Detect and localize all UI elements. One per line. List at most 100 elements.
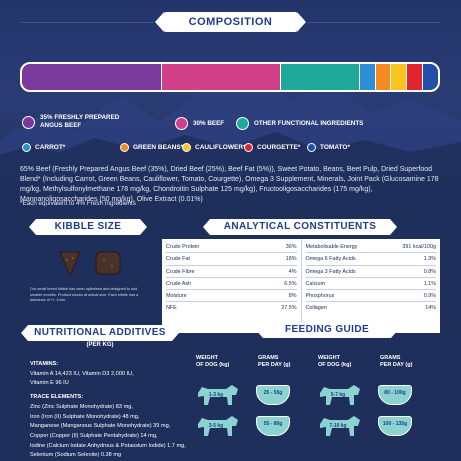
analytical-value: 36% — [285, 244, 297, 250]
dog-silhouette-icon — [198, 416, 238, 436]
analytical-row: Omega 3 Fatty Acids 0.8% — [305, 266, 436, 278]
analytical-name: Omega 3 Fatty Acids — [305, 268, 356, 275]
analytical-name: Crude Fat — [166, 256, 190, 263]
trace-element-item: Manganese (Manganous Sulphate Monohydrat… — [30, 423, 171, 430]
weight-header-line2: OF DOG (kg) — [196, 362, 230, 368]
legend-item: COURGETTE* — [244, 143, 300, 152]
analytical-name: Crude Ash — [166, 280, 192, 287]
analytical-right-column: Metabolisable Energy 391 kcal/100g Omega 6… — [300, 239, 441, 333]
weight-header-line1: WEIGHT — [196, 355, 218, 361]
analytical-name: Crude Protein — [166, 244, 200, 250]
mountain-silhouette-icon — [0, 70, 461, 175]
analytical-row: Phosphorus 0.9% — [305, 290, 436, 303]
grams-per-day-label: 100 - 135g — [382, 421, 408, 427]
trace-elements-list: Zinc (Zinc Sulphate Monohydrate) 83 mg, I… — [30, 403, 200, 461]
legend-label: 30% BEEF — [193, 119, 225, 127]
trace-element-item: Zinc (Zinc Sulphate Monohydrate) 83 mg, — [30, 403, 133, 410]
legend-label: 35% FRESHLY PREPARED ANGUS BEEF — [40, 114, 120, 129]
analytical-title: ANALYTICAL CONSTITUENTS — [223, 221, 377, 232]
nutritional-banner: NUTRITIONAL ADDITIVES — [21, 325, 179, 341]
analytical-name: Omega 6 Fatty Acids — [305, 256, 356, 263]
feeding-guide-banner: FEEDING GUIDE — [256, 322, 398, 338]
analytical-name: Moisture — [166, 293, 187, 300]
analytical-value: 18% — [285, 256, 297, 263]
composition-banner: COMPOSITION — [155, 12, 306, 32]
composition-title: COMPOSITION — [188, 16, 273, 28]
composition-bar-segment — [422, 64, 438, 90]
legend-item: GREEN BEANS* — [120, 143, 183, 152]
analytical-row: Crude Fibre 4% — [166, 266, 297, 278]
kibble-note: Our small breed kibble has been optimise… — [30, 287, 139, 302]
analytical-name: Phosphorus — [305, 293, 335, 300]
weight-header-left: WEIGHT OF DOG (kg) — [196, 355, 229, 369]
analytical-value: 8% — [288, 293, 297, 300]
grams-header-line1: GRAMS — [380, 355, 401, 361]
legend-swatch — [236, 117, 249, 130]
composition-bar-segment — [22, 64, 161, 90]
legend-item: CARROT* — [22, 143, 65, 152]
dog-weight-label: 3-5 kg — [208, 423, 224, 429]
analytical-name: Collagen — [305, 305, 327, 312]
legend-swatch — [244, 143, 253, 152]
analytical-name: Calcium — [305, 280, 325, 287]
vitamins-line-2: Vitamin E 96 IU — [30, 380, 69, 387]
analytical-value: 391 kcal/100g — [402, 244, 436, 250]
kibble-size-banner: KIBBLE SIZE — [29, 219, 147, 235]
food-bowl-icon: 100 - 135g — [378, 416, 412, 436]
analytical-row: Collagen 14% — [306, 302, 437, 314]
legend-item: 30% BEEF — [175, 117, 224, 130]
trace-element-item: Iron (Iron (II) Sulphate Monohydrate) 48… — [30, 413, 140, 420]
dog-weight-label: 7-10 kg — [329, 423, 347, 429]
trace-element-item: Copper (Copper (II) Sulphate Pentahydrat… — [30, 432, 158, 439]
food-bowl-icon: 55 - 80g — [256, 416, 290, 436]
composition-bar-segment — [374, 64, 391, 90]
dog-silhouette-icon — [320, 385, 360, 405]
analytical-row: Crude Protein 36% — [166, 241, 297, 254]
legend-swatch — [182, 143, 191, 152]
composition-bar-segment — [390, 64, 407, 90]
composition-bar-segment — [406, 64, 423, 90]
grams-per-day-label: 55 - 80g — [263, 421, 283, 427]
grams-header-left: GRAMS PER DAY (g) — [258, 355, 290, 369]
legend-swatch — [175, 117, 188, 130]
analytical-value: 6.5% — [284, 280, 297, 287]
legend-label: GREEN BEANS* — [133, 143, 184, 151]
dog-silhouette-icon — [320, 416, 360, 436]
analytical-name: Metabolisable Energy — [305, 244, 358, 250]
composition-bar-segment — [279, 64, 359, 90]
analytical-value: 0.9% — [423, 293, 436, 300]
dog-silhouette-icon — [198, 385, 238, 405]
analytical-value: 14% — [425, 305, 436, 312]
analytical-name: Crude Fibre — [166, 268, 195, 275]
legend-item: OTHER FUNCTIONAL INGREDIENTS — [236, 117, 363, 130]
vitamins-heading: VITAMINS: — [30, 361, 59, 367]
banner-rule-left — [20, 22, 154, 23]
analytical-table: Crude Protein 36% Crude Fat 18% Crude Fibre 4… — [162, 239, 440, 333]
analytical-value: 27.5% — [281, 305, 297, 312]
analytical-value: 0.8% — [423, 268, 436, 275]
composition-bar-segment — [358, 64, 375, 90]
trace-element-item: Iodine (Calcium Iodate Anhydrous & Potas… — [30, 442, 186, 449]
analytical-banner: ANALYTICAL CONSTITUENTS — [203, 219, 397, 235]
legend-label: CARROT* — [35, 143, 66, 151]
legend-swatch — [22, 143, 31, 152]
nutritional-list: VITAMINS: Vitamin A 14,423 IU, Vitamin D… — [30, 360, 200, 461]
analytical-row: Calcium 1.1% — [305, 278, 436, 291]
nutritional-subtitle: (PER KG) — [86, 342, 114, 348]
grams-header-right: GRAMS PER DAY (g) — [380, 355, 412, 369]
analytical-row: Crude Fat 18% — [166, 253, 297, 266]
legend-label: COURGETTE* — [257, 143, 301, 151]
ingredients-footnote: *Each equivalent to 4% Fresh Ingredients — [20, 200, 136, 207]
grams-per-day-label: 25 - 55g — [263, 390, 283, 396]
legend-label: OTHER FUNCTIONAL INGREDIENTS — [254, 119, 364, 127]
analytical-value: 1.3% — [423, 256, 436, 263]
analytical-row: Crude Ash 6.5% — [166, 278, 297, 291]
legend-item: 35% FRESHLY PREPARED ANGUS BEEF — [22, 114, 119, 130]
analytical-left-column: Crude Protein 36% Crude Fat 18% Crude Fibre 4… — [162, 239, 301, 333]
legend-label: TOMATO* — [320, 143, 350, 151]
vitamins-line-1: Vitamin A 14,423 IU, Vitamin D3 2,000 IU… — [30, 370, 134, 377]
banner-rule-right — [307, 22, 441, 23]
legend-swatch — [120, 143, 129, 152]
dog-weight-label: 1-3 kg — [208, 392, 224, 398]
analytical-value: 1.1% — [423, 280, 436, 287]
